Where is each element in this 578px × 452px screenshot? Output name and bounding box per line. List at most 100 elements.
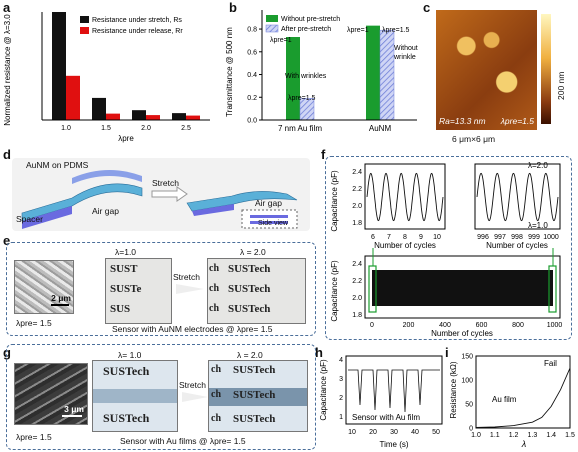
panel-h-xlabel: Time (s) [379,440,408,449]
f-bottom-xtick-1: 200 [403,322,415,329]
scale-label-e: 2 μm [51,293,71,303]
h-xtick-4: 50 [432,429,440,436]
label-side-view: Side view [258,220,288,227]
sem-aunm: 2 μm [14,260,74,314]
panel-label-b: b [229,0,237,15]
bar-a-0-1 [92,97,106,120]
sustech-text-2: SUSTech [228,283,271,295]
sustech-text-3: SUSTech [228,303,271,315]
stretch-arrow-g [182,392,208,402]
bar-a-0-3 [172,113,186,120]
annotation-without-2: wrinkle [393,54,416,61]
legend-label-without: Without pre-stretch [281,16,340,23]
sustech-g-2: SUSTech [103,411,150,425]
f-bottom-ytick-0: 2.4 [352,261,362,268]
legend-label-release: Resistance under release, Rr [92,28,183,35]
panel-f-box [325,156,572,340]
caption-e: Sensor with AuNM electrodes @ λpre= 1.5 [112,324,273,334]
panel-i-xlabel: λ [521,439,526,449]
f-tl-xtick-0: 6 [371,234,375,241]
panel-a-xlabel: λpre [118,134,134,143]
label-air-gap: Air gap [92,206,119,216]
f-tl-xtick-2: 8 [403,234,407,241]
sustech-g-1: SUSTech [103,364,150,378]
f-bottom-ytick-3: 1.8 [352,312,362,319]
photo-g-1: SUSTech SUSTech [92,360,178,432]
f-tl-xtick-3: 9 [419,234,423,241]
ch-text-2: ch [209,283,219,294]
photo-e-1: SUST SUSTe SUS [105,258,172,324]
bar-a-0-0 [52,12,66,120]
legend-label-after: After pre-stretch [281,26,331,33]
caption-g: Sensor with Au films @ λpre= 1.5 [120,436,246,446]
panel-label-e: e [3,233,11,248]
label-spacer: Spacer [16,214,43,224]
annotation-pre15-b: λpre=1.5 [382,27,410,34]
scale-label-g: 3 μm [64,404,84,414]
f-bottom-xtick-3: 600 [476,322,488,329]
f-bottom-xtick-0: 0 [370,322,374,329]
lambda2-e: λ = 2.0 [240,247,266,257]
sem-pre-e: λpre= 1.5 [16,318,52,328]
panel-e-box [6,242,316,336]
panel-h-annotation: Sensor with Au film [352,413,420,422]
annotation-without-1: Without [394,45,418,52]
a-xtick-3: 2.5 [181,125,191,132]
lambda1-f: λ=1.0 [528,221,548,230]
panel-label-a: a [3,0,11,15]
scale-bar [51,304,69,306]
bar-a-1-0 [66,75,80,120]
h-ytick-0: 4 [339,357,343,364]
panel-d-schematic: AuNM on PDMS Spacer Air gap Stretch Air … [12,158,310,231]
photo-e-2: ch SUSTech ch SUSTech ch SUSTech [207,258,306,324]
panel-label-h: h [315,345,323,360]
stretch-label-g: Stretch [179,380,206,390]
legend-swatch-stretch [80,16,89,23]
panel-i-chart: 1.0 1.1 1.2 1.3 1.4 1.5 150 100 50 0 Resistance (… [449,354,575,450]
legend-swatch-after [265,24,279,33]
b-ytick-3: 0.6 [247,49,257,56]
bar-a-1-1 [106,113,120,120]
panel-b-chart: 0.0 0.2 0.4 0.6 0.8 Transmittance @ 500 nm 7… [225,10,418,133]
panel-b-cat-au: 7 nm Au film [278,124,322,133]
h-xtick-3: 40 [411,429,419,436]
sustech-text-1: SUSTech [228,263,271,275]
label-stretch-d: Stretch [152,178,179,188]
legend-label-stretch: Resistance under stretch, Rs [92,17,182,24]
stretch-label-e: Stretch [173,272,200,282]
lambda2-f: λ=2.0 [528,161,548,170]
ch-g-1: ch [211,364,221,375]
f-tl-xtick-1: 7 [387,234,391,241]
legend-swatch-release [80,27,89,34]
annotation-fail: Fail [544,359,557,368]
bar-b-1-1 [379,29,395,121]
f-top-ytick-0: 2.4 [352,169,362,176]
i-xtick-3: 1.3 [528,432,538,439]
panel-a-chart: Normalized resistance @ λ=3.0 λpre 1.0 1.… [3,12,210,143]
afm-ra: Ra=13.3 nm [439,116,486,126]
panel-label-f: f [321,147,326,162]
panel-label-i: i [445,345,449,360]
b-ytick-4: 0.8 [247,27,257,34]
h-xtick-2: 30 [390,429,398,436]
panel-h-chart: 10 20 30 40 50 4 3 2 1 Capacitance (pF) Time (s)… [319,355,443,449]
i-ytick-2: 50 [465,402,473,409]
sustech-g-5: SUSTech [233,413,276,425]
i-ytick-1: 100 [461,378,473,385]
label-air-gap-2: Air gap [255,198,282,208]
a-xtick-1: 1.5 [101,125,111,132]
f-top-ytick-2: 2.0 [352,203,362,210]
b-ytick-2: 0.4 [247,72,257,79]
annotation-au-film: Au film [492,395,517,404]
b-ytick-0: 0.0 [247,118,257,125]
h-ytick-1: 3 [339,376,343,383]
panel-a-ylabel: Normalized resistance @ λ=3.0 [3,14,12,126]
i-xtick-1: 1.1 [490,432,500,439]
panel-f-ylabel-top: Capacitance (pF) [330,170,339,232]
f-top-ytick-1: 2.2 [352,186,362,193]
i-xtick-4: 1.4 [546,432,556,439]
i-xtick-2: 1.2 [509,432,519,439]
b-ytick-1: 0.2 [247,95,257,102]
a-xtick-0: 1.0 [61,125,71,132]
